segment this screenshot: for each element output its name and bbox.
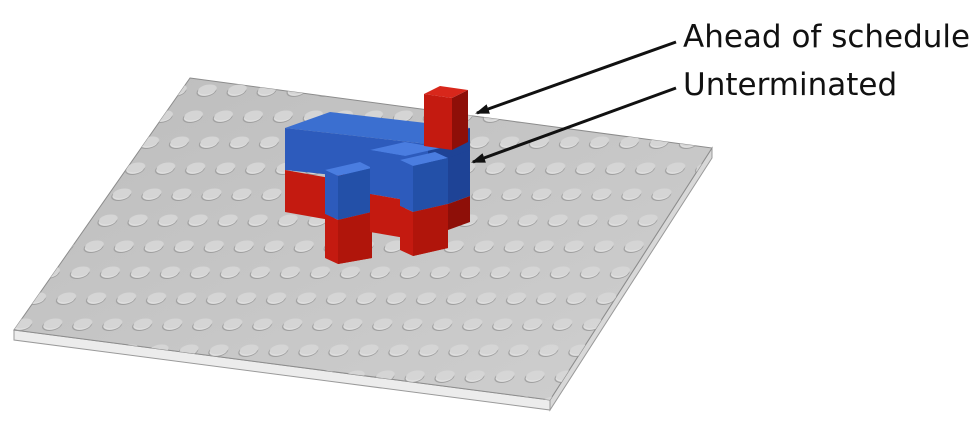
red-brick-tower-front <box>424 94 452 150</box>
red-brick-middle <box>370 194 405 238</box>
red-brick-right <box>448 196 470 230</box>
blue-brick-front-right-top <box>400 152 448 166</box>
red-brick-tower-side <box>452 90 468 150</box>
annotation-arrows <box>471 40 677 164</box>
label-ahead-of-schedule: Ahead of schedule <box>683 19 971 55</box>
blue-brick-front-left-top <box>325 162 372 176</box>
blue-brick-front-left <box>325 170 338 220</box>
brick-structure <box>285 86 470 264</box>
red-brick-left-leg <box>285 170 330 220</box>
blue-brick-middle <box>370 150 405 200</box>
red-brick-front-right-shade <box>413 204 448 256</box>
red-brick-tower-top <box>424 86 468 98</box>
arrow-unterminated <box>471 86 677 164</box>
blue-brick-front-right-face <box>413 158 448 212</box>
arrow-ahead-of-schedule <box>475 40 677 115</box>
blue-brick-front-right <box>400 160 413 212</box>
blue-brick-front-left-face <box>338 168 372 220</box>
blue-brick-middle-top <box>370 142 440 156</box>
blue-brick-right <box>448 150 470 204</box>
blue-brick-back-top <box>285 112 470 144</box>
label-unterminated: Unterminated <box>683 67 898 103</box>
red-brick-front-left-shade <box>338 212 372 264</box>
